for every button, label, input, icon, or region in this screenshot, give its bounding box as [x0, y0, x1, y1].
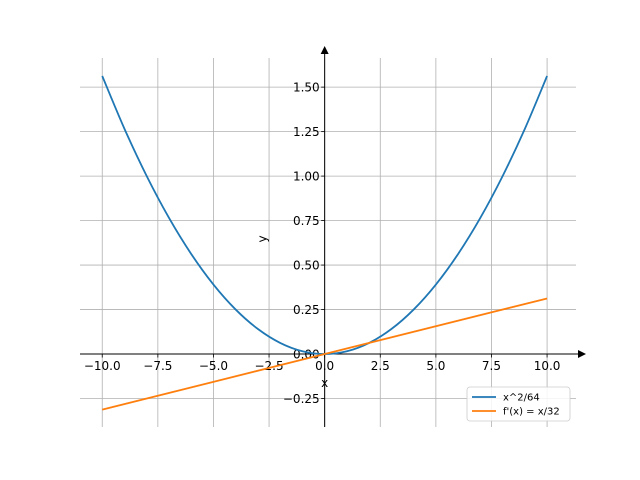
y-tick-label: −0.25 — [283, 392, 320, 406]
y-axis-label: y — [256, 235, 270, 242]
x-tick-label: −7.5 — [143, 359, 172, 373]
series-layer — [101, 75, 548, 411]
x-tick-label: 5.0 — [426, 359, 445, 373]
x-tick-label: −10.0 — [84, 359, 121, 373]
legend-box — [466, 386, 571, 422]
y-axis-arrow — [320, 46, 329, 54]
x-tick-label: 7.5 — [482, 359, 501, 373]
x-tick-label: 0.0 — [315, 359, 334, 373]
x-axis-arrow — [578, 350, 586, 359]
y-tick-label: 0.50 — [293, 259, 320, 273]
ticks: −10.0 −7.5 −5.0 −2.5 0.0 2.5 5.0 7.5 10.0−0.250.… — [84, 81, 561, 406]
y-tick-label: 1.50 — [293, 81, 320, 95]
y-tick-label: 0.75 — [293, 214, 320, 228]
x-tick-label: 2.5 — [371, 359, 390, 373]
x-tick-label: 10.0 — [534, 359, 561, 373]
y-tick-label: 1.00 — [293, 170, 320, 184]
series-line-2 — [102, 297, 548, 411]
legend-label: x^2/64 — [503, 393, 540, 404]
legend: x^2/64 f'(x) = x/32 — [466, 386, 571, 422]
legend-label: f'(x) = x/32 — [503, 407, 560, 418]
x-axis-label: x — [321, 376, 328, 390]
x-tick-label: −5.0 — [199, 359, 228, 373]
y-tick-label: 0.25 — [293, 303, 320, 317]
y-tick-label: 1.25 — [293, 125, 320, 139]
